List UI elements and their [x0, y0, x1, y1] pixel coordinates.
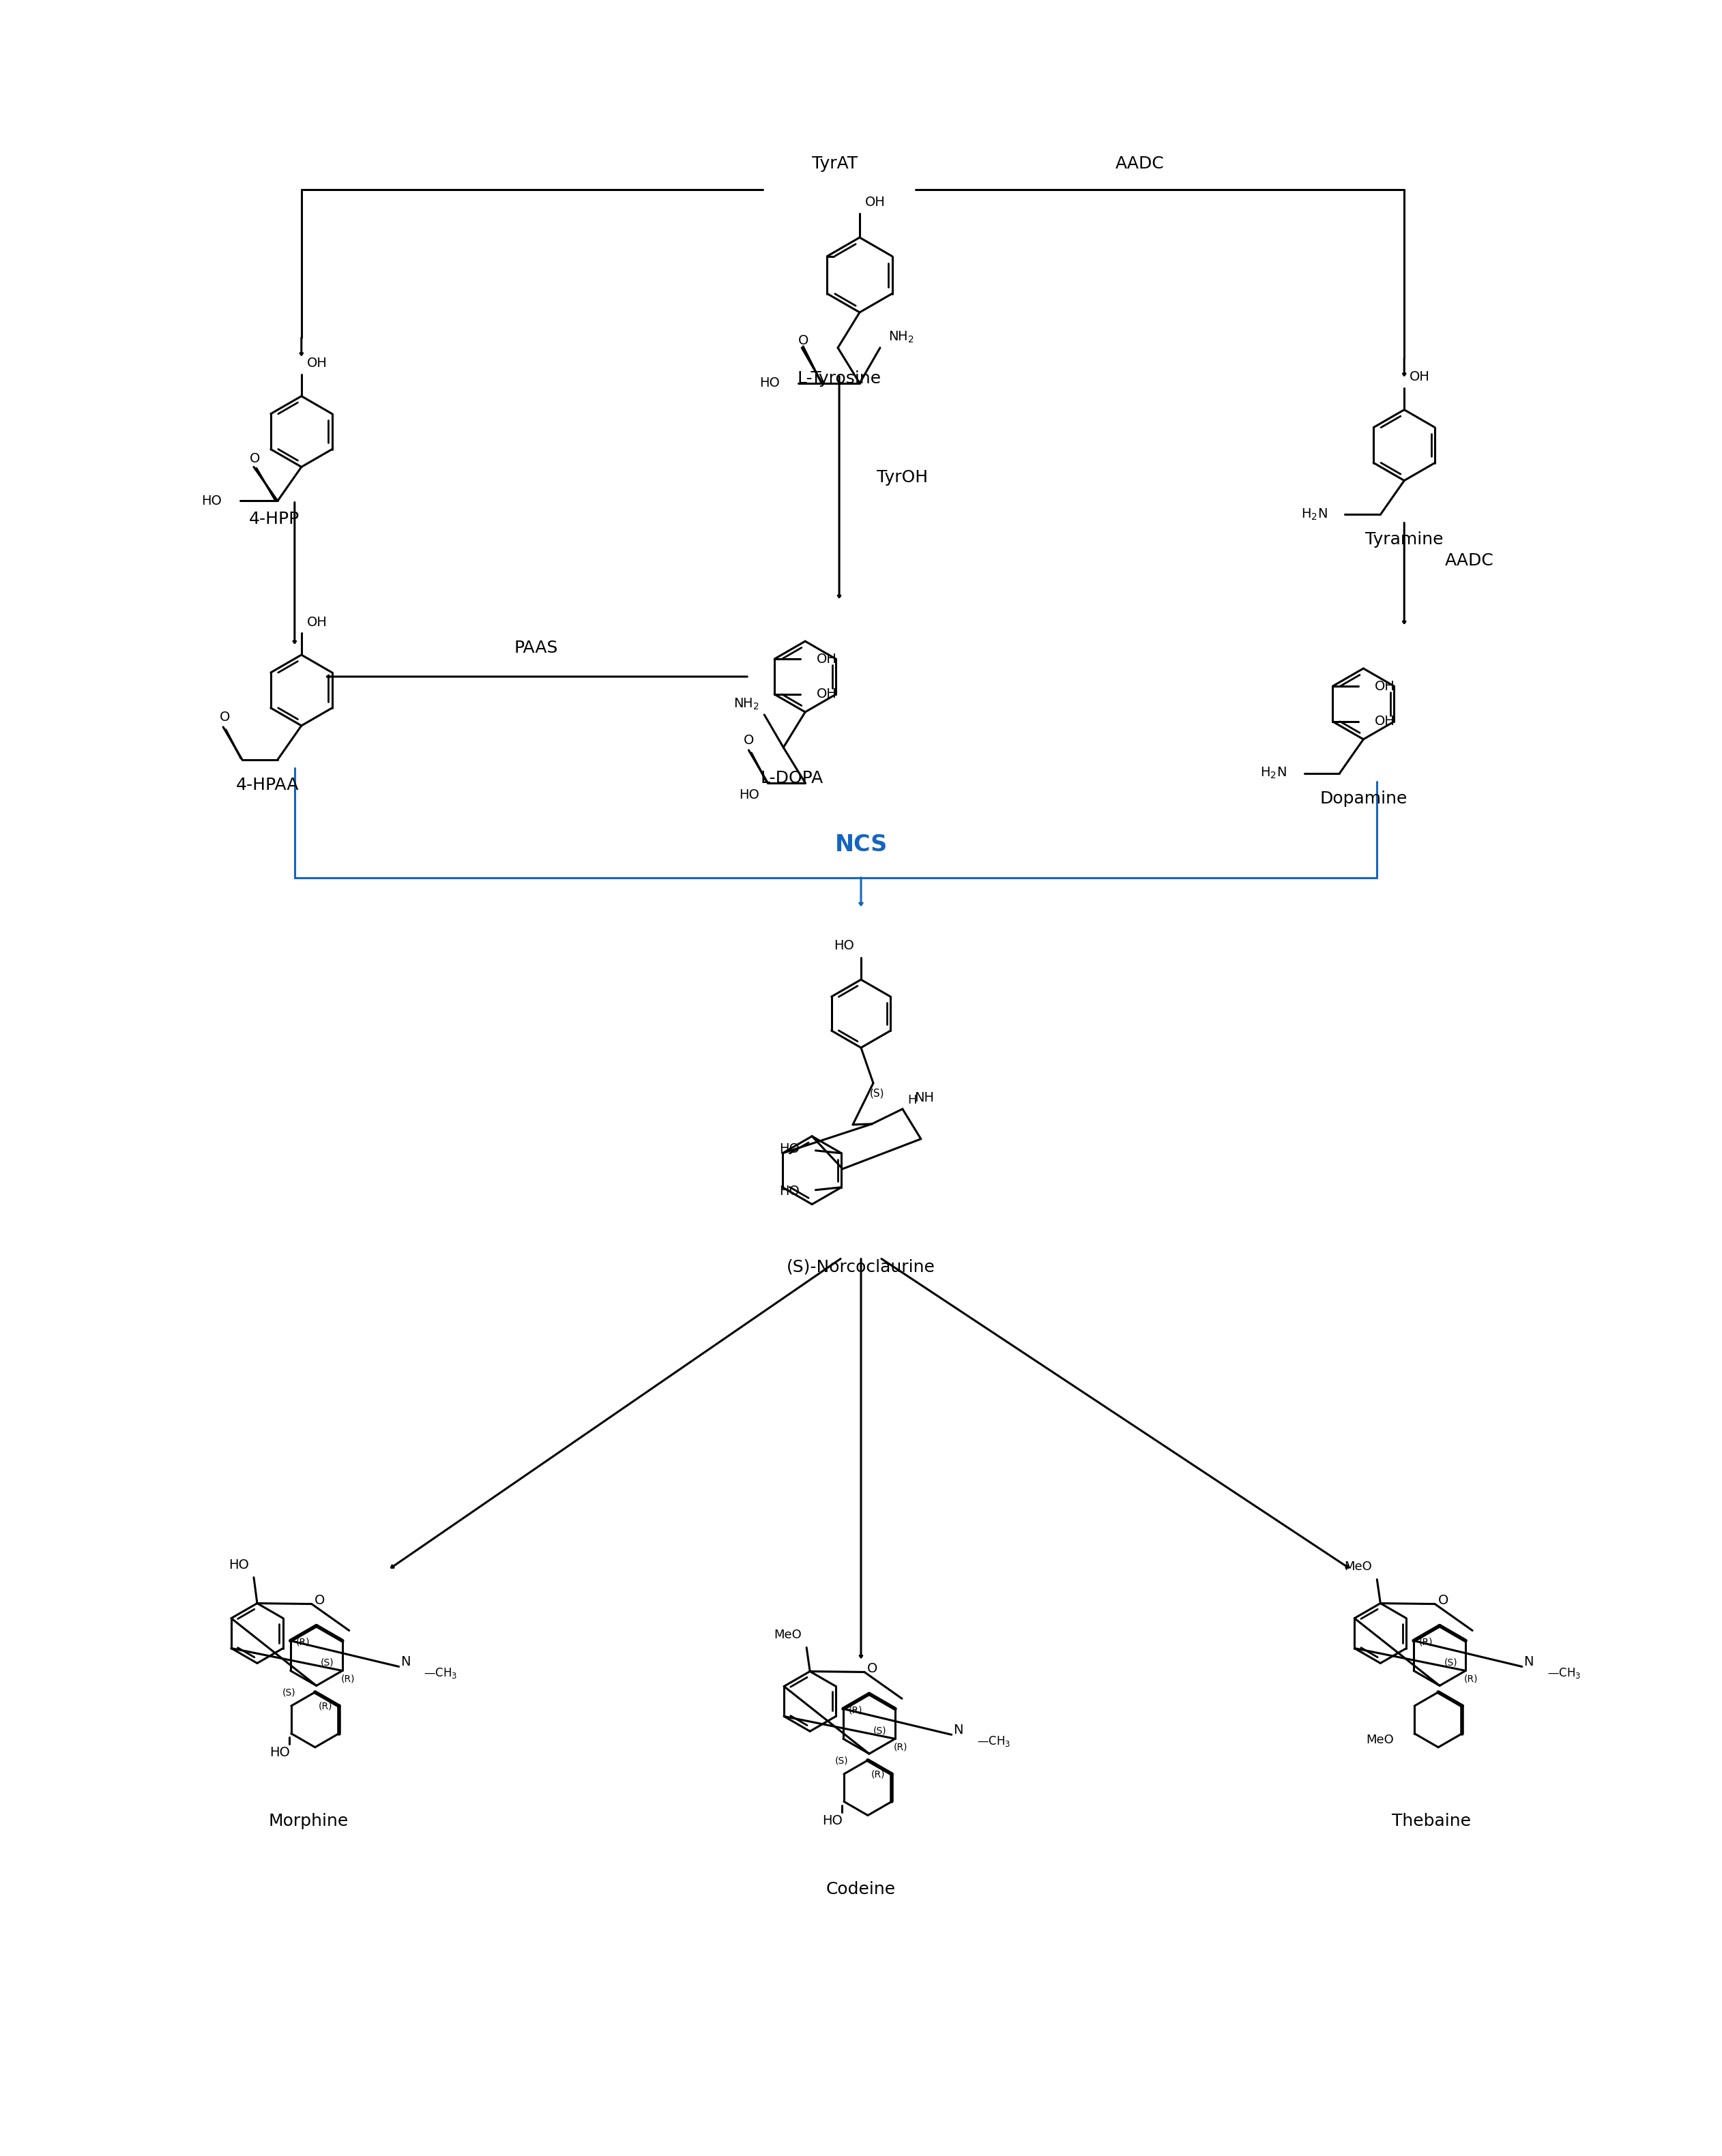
Text: MeO: MeO [773, 1628, 802, 1641]
Text: (S): (S) [870, 1089, 885, 1097]
Text: (R): (R) [1419, 1636, 1433, 1647]
Text: (S): (S) [873, 1725, 887, 1736]
Text: OH: OH [1374, 716, 1395, 729]
Text: O: O [797, 334, 808, 347]
Text: NH: NH [914, 1091, 933, 1104]
Text: Thebaine: Thebaine [1391, 1813, 1471, 1828]
Text: AADC: AADC [1116, 155, 1164, 172]
Text: OH: OH [864, 196, 885, 209]
Text: O: O [250, 453, 260, 466]
Text: MeO: MeO [1366, 1733, 1395, 1746]
Text: HO: HO [778, 1186, 799, 1199]
Text: (R): (R) [1464, 1673, 1477, 1684]
Text: HO: HO [739, 789, 759, 802]
Text: TyrAT: TyrAT [813, 155, 858, 172]
Text: O: O [744, 735, 754, 748]
Text: Tyramine: Tyramine [1366, 533, 1443, 548]
Text: O: O [315, 1593, 325, 1606]
Text: (R): (R) [849, 1705, 863, 1714]
Text: HO: HO [833, 940, 854, 953]
Text: MeO: MeO [1345, 1561, 1372, 1572]
Text: O: O [868, 1662, 878, 1675]
Text: —CH$_3$: —CH$_3$ [424, 1667, 458, 1680]
Text: L-Tyrosine: L-Tyrosine [797, 371, 882, 386]
Text: (R): (R) [296, 1636, 310, 1647]
Text: —CH$_3$: —CH$_3$ [1546, 1667, 1581, 1680]
Text: OH: OH [307, 358, 327, 371]
Text: TyrOH: TyrOH [876, 470, 928, 485]
Text: O: O [220, 711, 231, 724]
Text: (R): (R) [341, 1673, 355, 1684]
Text: Morphine: Morphine [269, 1813, 348, 1828]
Text: OH: OH [816, 653, 837, 666]
Text: —CH$_3$: —CH$_3$ [976, 1736, 1011, 1749]
Text: HO: HO [778, 1143, 799, 1156]
Text: O: O [1438, 1593, 1448, 1606]
Text: OH: OH [1374, 679, 1395, 692]
Text: 4-HPAA: 4-HPAA [236, 776, 300, 793]
Text: NH$_2$: NH$_2$ [889, 330, 914, 345]
Text: HO: HO [821, 1813, 842, 1826]
Text: NCS: NCS [835, 834, 887, 856]
Text: N: N [401, 1656, 410, 1669]
Text: H$_2$N: H$_2$N [1300, 507, 1328, 522]
Text: HO: HO [269, 1746, 289, 1759]
Text: HO: HO [759, 377, 780, 390]
Text: H: H [907, 1093, 916, 1106]
Text: AADC: AADC [1445, 552, 1495, 569]
Text: HO: HO [229, 1559, 250, 1572]
Text: 4-HPP: 4-HPP [250, 511, 300, 528]
Text: H$_2$N: H$_2$N [1261, 765, 1286, 780]
Text: N: N [954, 1723, 963, 1736]
Text: OH: OH [1410, 371, 1429, 384]
Text: PAAS: PAAS [515, 640, 558, 655]
Text: Dopamine: Dopamine [1319, 791, 1407, 806]
Text: N: N [1524, 1656, 1534, 1669]
Text: (R): (R) [319, 1701, 332, 1712]
Text: L-DOPA: L-DOPA [759, 770, 823, 787]
Text: OH: OH [816, 688, 837, 701]
Text: NH$_2$: NH$_2$ [734, 696, 759, 711]
Text: HO: HO [201, 494, 222, 507]
Text: (R): (R) [894, 1742, 907, 1751]
Text: (S): (S) [282, 1688, 296, 1697]
Text: (S)-Norcoclaurine: (S)-Norcoclaurine [787, 1259, 935, 1274]
Text: (S): (S) [1443, 1658, 1457, 1667]
Text: OH: OH [307, 617, 327, 630]
Text: (S): (S) [835, 1755, 849, 1766]
Text: Codeine: Codeine [827, 1880, 895, 1897]
Text: (S): (S) [320, 1658, 334, 1667]
Text: (R): (R) [871, 1770, 885, 1779]
